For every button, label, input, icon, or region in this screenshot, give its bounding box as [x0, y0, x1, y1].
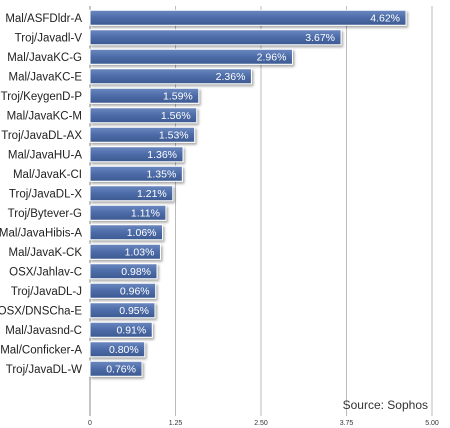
- category-label: Troj/JavaDL-AX: [1, 130, 82, 142]
- category-label: Mal/JavaK-CI: [13, 169, 82, 181]
- x-tick-label: 3.75: [340, 420, 354, 427]
- x-tick-label: 5.00: [425, 420, 439, 427]
- data-label: 1.35%: [147, 169, 177, 181]
- bar: [89, 165, 183, 182]
- data-label: 1.53%: [159, 130, 189, 142]
- bar: [89, 29, 342, 46]
- data-label: 1.11%: [131, 208, 160, 220]
- category-label: Mal/Javasnd-C: [5, 325, 82, 337]
- category-label: Mal/JavaK-CK: [9, 247, 83, 259]
- data-label: 3.67%: [305, 32, 335, 44]
- bar: [89, 263, 158, 280]
- data-label: 1.03%: [125, 247, 155, 259]
- bar: [89, 87, 200, 104]
- category-label: Mal/JavaKC-E: [9, 71, 83, 83]
- bar: [89, 204, 167, 221]
- x-tick-label: 2.50: [254, 420, 268, 427]
- category-label: Mal/JavaHU-A: [8, 149, 82, 161]
- data-label: 1.36%: [147, 149, 177, 161]
- bar: [89, 146, 184, 163]
- bar: [89, 185, 174, 202]
- category-label: Troj/KeygenD-P: [1, 91, 83, 103]
- bar: [89, 48, 293, 65]
- bar: [89, 302, 156, 319]
- bars: 4.62% 3.67% 2.96% 2.36% 1.59% 1.56% 1.53% 1.36%…: [89, 9, 407, 377]
- source-annotation: Source: Sophos: [342, 398, 428, 412]
- category-label: Troj/JavaDL-W: [6, 364, 82, 376]
- category-label: Troj/Javadl-V: [15, 32, 83, 44]
- bar: [89, 360, 143, 377]
- category-label: OSX/Jahlav-C: [9, 266, 82, 278]
- category-label: Mal/JavaHibis-A: [0, 227, 82, 239]
- bar: [89, 68, 252, 85]
- category-labels: Mal/ASFDldr-A Troj/Javadl-V Mal/JavaKC-G Ma…: [0, 13, 82, 376]
- bar: [89, 243, 161, 260]
- data-label: 0.95%: [119, 305, 149, 317]
- category-label: Mal/JavaKC-M: [7, 110, 82, 122]
- data-label: 0.98%: [121, 266, 151, 278]
- x-axis-ticks: 0 1.25 2.50 3.75 5.00: [88, 420, 439, 427]
- bar: [89, 9, 407, 26]
- bar: [89, 107, 198, 124]
- category-label: Mal/ASFDldr-A: [5, 13, 82, 25]
- category-label: Troj/JavaDL-J: [11, 286, 82, 298]
- data-label: 0.96%: [120, 286, 150, 298]
- x-tick-label: 1.25: [169, 420, 183, 427]
- data-label: 1.59%: [163, 91, 193, 103]
- bar: [89, 126, 196, 143]
- x-tick-label: 0: [88, 420, 92, 427]
- data-label: 2.96%: [257, 52, 287, 64]
- data-label: 2.36%: [216, 71, 246, 83]
- data-label: 1.21%: [137, 188, 167, 200]
- data-label: 1.06%: [127, 227, 157, 239]
- bar: [89, 341, 146, 358]
- category-label: Mal/JavaKC-G: [7, 52, 82, 64]
- data-label: 0.80%: [109, 344, 139, 356]
- category-label: OSX/DNSCha-E: [0, 305, 82, 317]
- data-label: 0.76%: [106, 364, 136, 376]
- bar: [89, 224, 164, 241]
- category-label: Troj/Bytever-G: [8, 208, 82, 220]
- data-label: 1.56%: [161, 110, 191, 122]
- data-label: 0.91%: [116, 325, 146, 337]
- bar: [89, 321, 153, 338]
- data-label: 4.62%: [370, 13, 400, 25]
- category-label: Troj/JavaDL-X: [9, 188, 82, 200]
- category-label: Mal/Conficker-A: [0, 344, 82, 356]
- bar: [89, 282, 157, 299]
